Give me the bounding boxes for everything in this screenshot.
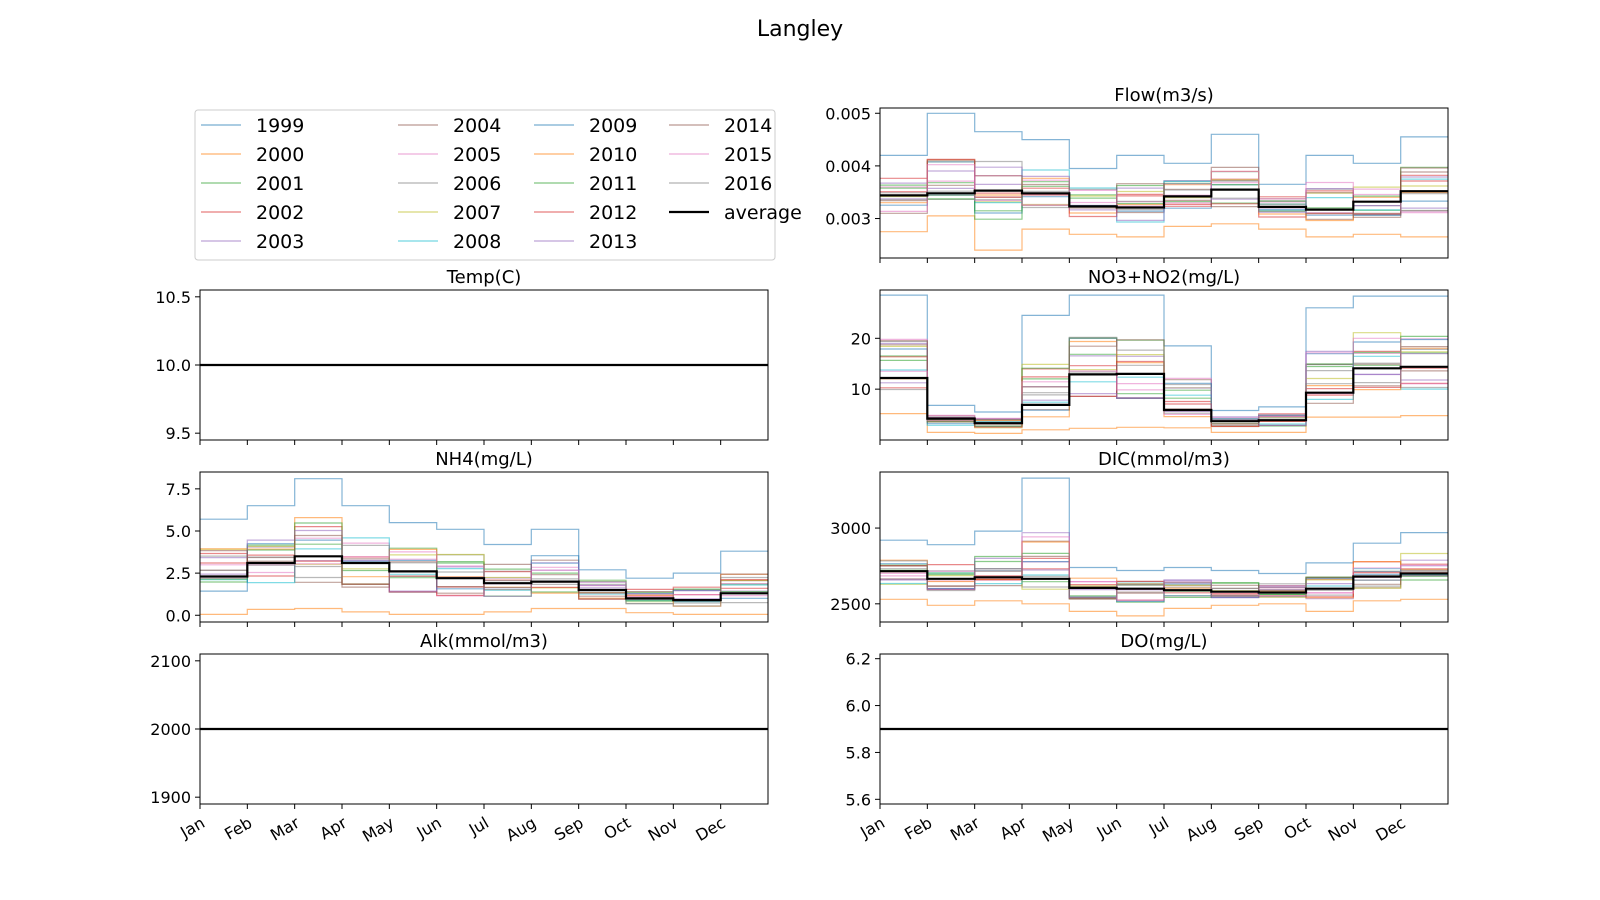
subplot-panel: NH4(mg/L) 0.0 2.5 5.0 7.5 [166, 449, 769, 627]
series-line-2000 [200, 607, 768, 615]
x-tick-label: Nov [645, 813, 682, 845]
y-tick-label: 0.005 [825, 104, 871, 123]
series-line-2000 [880, 598, 1448, 617]
legend-label: 2016 [724, 173, 772, 195]
subplot-panel: DO(mg/L) 5.6 5.8 6.0 6.2 Jan Feb Mar Apr May Jun Ju… [846, 631, 1449, 846]
x-tick-label: May [359, 813, 397, 846]
y-tick-label: 2000 [150, 720, 191, 739]
legend-label: 2002 [256, 202, 304, 224]
y-tick-label: 10.5 [155, 288, 191, 307]
x-tick-label: Nov [1325, 813, 1362, 845]
x-tick-label: Feb [901, 813, 935, 844]
legend-label: 2008 [453, 231, 501, 253]
x-tick-label: Jan [856, 813, 888, 842]
y-tick-label: 1900 [150, 788, 191, 807]
x-tick-label: Aug [1183, 813, 1220, 845]
subplot-grid: Flow(m3/s) 0.003 0.004 0.005 Temp(C) 9.5 10.0 1… [150, 85, 1449, 846]
subplot-title: Temp(C) [446, 267, 522, 288]
subplot-title: NO3+NO2(mg/L) [1088, 267, 1240, 288]
y-tick-label: 10 [851, 380, 871, 399]
x-tick-label: Mar [947, 813, 983, 845]
series-line-1999 [880, 112, 1448, 185]
x-tick-label: Jul [1145, 813, 1172, 840]
legend-label: 2014 [724, 115, 772, 137]
subplot-panel: Alk(mmol/m3) 1900 2000 2100 Jan Feb Mar Apr May J… [150, 631, 769, 846]
average-line [880, 570, 1448, 594]
x-tick-label: Mar [267, 813, 303, 845]
y-tick-label: 6.0 [846, 697, 871, 716]
legend-label: 2004 [453, 115, 501, 137]
legend-label: 2005 [453, 144, 501, 166]
y-tick-label: 0.004 [825, 157, 871, 176]
legend-label: 2007 [453, 202, 501, 224]
subplot-title: NH4(mg/L) [435, 449, 533, 470]
y-tick-label: 2500 [830, 595, 871, 614]
legend-label: 2006 [453, 173, 501, 195]
x-tick-label: Jun [413, 813, 445, 842]
legend-label: 2012 [589, 202, 637, 224]
subplot-title: DIC(mmol/m3) [1098, 449, 1230, 470]
legend-label: 2013 [589, 231, 637, 253]
y-tick-label: 6.2 [846, 650, 871, 669]
x-tick-label: Dec [692, 813, 728, 845]
legend-label: 2003 [256, 231, 304, 253]
legend-label: 1999 [256, 115, 304, 137]
x-tick-label: Jan [176, 813, 208, 842]
series-line-1999 [880, 477, 1448, 575]
y-tick-label: 0.003 [825, 210, 871, 229]
legend-label: 2009 [589, 115, 637, 137]
x-tick-label: Aug [503, 813, 540, 845]
y-tick-label: 10.0 [155, 356, 191, 375]
subplot-panel: DIC(mmol/m3) 2500 3000 [830, 449, 1449, 627]
x-tick-label: May [1039, 813, 1077, 846]
y-tick-label: 5.8 [846, 743, 871, 762]
average-line [880, 188, 1448, 211]
x-tick-label: Feb [221, 813, 255, 844]
y-tick-label: 2.5 [166, 564, 191, 583]
legend-frame [194, 109, 776, 261]
legend-label: 2001 [256, 173, 304, 195]
series-line-2000 [880, 215, 1448, 251]
legend-label: 2000 [256, 144, 304, 166]
legend-label: 2015 [724, 144, 772, 166]
subplot-panel: Flow(m3/s) 0.003 0.004 0.005 [825, 85, 1449, 263]
y-tick-label: 3000 [830, 519, 871, 538]
series-line-2016 [200, 544, 768, 607]
y-tick-label: 5.0 [166, 522, 191, 541]
x-tick-label: Sep [551, 813, 587, 845]
legend-label: average [724, 202, 802, 224]
subplot-title: Flow(m3/s) [1114, 85, 1214, 106]
y-tick-label: 20 [851, 329, 871, 348]
x-tick-label: Apr [997, 813, 1031, 844]
series-line-1999 [200, 478, 768, 579]
y-tick-label: 0.0 [166, 606, 191, 625]
x-tick-label: Sep [1231, 813, 1267, 845]
subplot-panel: Temp(C) 9.5 10.0 10.5 [155, 267, 769, 445]
x-tick-label: Dec [1372, 813, 1408, 845]
legend-label: 2010 [589, 144, 637, 166]
figure-title: Langley [757, 17, 843, 42]
subplot-title: Alk(mmol/m3) [420, 631, 548, 652]
y-tick-label: 9.5 [166, 424, 191, 443]
x-tick-label: Oct [1281, 813, 1314, 843]
legend-label: 2011 [589, 173, 637, 195]
x-tick-label: Jul [465, 813, 492, 840]
legend: 1999 2000 2001 2002 2003 2004 2005 2006 2007 2008… [194, 109, 802, 261]
subplot-panel: NO3+NO2(mg/L) 10 20 [851, 267, 1449, 445]
subplot-title: DO(mg/L) [1120, 631, 1207, 652]
y-tick-label: 7.5 [166, 480, 191, 499]
y-tick-label: 5.6 [846, 790, 871, 809]
series-line-1999 [880, 294, 1448, 413]
y-tick-label: 2100 [150, 652, 191, 671]
x-tick-label: Oct [601, 813, 634, 843]
series-line-2000 [880, 413, 1448, 434]
x-tick-label: Apr [317, 813, 351, 844]
average-line [880, 365, 1448, 425]
average-line [200, 555, 768, 602]
x-tick-label: Jun [1093, 813, 1125, 842]
